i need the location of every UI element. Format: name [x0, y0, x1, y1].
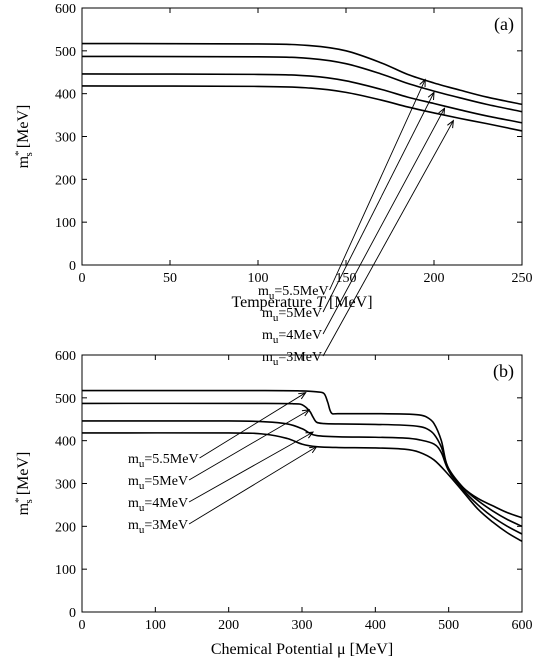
annotation-arrow	[322, 108, 444, 335]
panel-b-series-lines	[81, 389, 523, 543]
annotation-label: mu=4MeV	[262, 328, 322, 346]
y-tick-label: 100	[55, 216, 76, 231]
panel-b-label: (b)	[493, 361, 514, 382]
y-tick-label: 400	[55, 435, 76, 450]
annotation-label: mu=4MeV	[128, 496, 188, 514]
annotation-arrow	[188, 447, 317, 525]
y-tick-label: 200	[55, 520, 76, 535]
y-tick-label: 600	[55, 2, 76, 17]
y-tick-label: 200	[55, 173, 76, 188]
annotation-arrow	[199, 393, 306, 459]
y-tick-label: 300	[55, 131, 76, 146]
panel-a-y-axis-title: m*s [MeV]	[13, 105, 35, 169]
x-tick-label: 400	[365, 618, 386, 633]
y-tick-label: 500	[55, 392, 76, 407]
y-tick-label: 300	[55, 478, 76, 493]
series-line	[81, 55, 523, 113]
annotation-label: mu=3MeV	[128, 518, 188, 536]
panel-b-chemical-potential-chart: 0 100 200 300 400 500 600 0 100 200 300 400 500 600 m…	[13, 349, 533, 658]
x-tick-label: 0	[79, 618, 86, 633]
panel-a-x-axis-title: Temperature T [MeV]	[231, 294, 372, 311]
panel-a-annotations: mu=5.5MeV mu=5MeV mu=4MeV mu=3MeV	[258, 80, 453, 368]
panel-b-y-axis-title: m*s [MeV]	[13, 452, 35, 516]
x-tick-label: 500	[438, 618, 459, 633]
y-tick-label: 0	[69, 606, 76, 621]
panel-a-series-lines	[81, 42, 523, 132]
x-tick-label: 600	[512, 618, 533, 633]
annotation-arrow	[322, 92, 434, 313]
x-tick-label: 100	[145, 618, 166, 633]
x-tick-label: 100	[248, 271, 269, 286]
panel-a-plot-frame	[81, 7, 523, 266]
series-line	[81, 389, 523, 519]
annotation-arrow	[188, 410, 309, 481]
annotation-label: mu=5MeV	[262, 306, 322, 324]
y-tick-label: 0	[69, 259, 76, 274]
annotation-arrow	[188, 432, 313, 503]
x-tick-label: 300	[292, 618, 313, 633]
x-tick-label: 200	[218, 618, 239, 633]
panel-b-ticks: 0 100 200 300 400 500 600 0 100 200 300 400 500 600	[55, 349, 533, 633]
annotation-label: mu=5MeV	[128, 474, 188, 492]
series-line	[81, 85, 523, 132]
panel-b-annotations: mu=5.5MeV mu=5MeV mu=4MeV mu=3MeV	[128, 393, 317, 536]
series-line	[81, 73, 523, 124]
annotation-arrow	[322, 121, 453, 357]
x-tick-label: 0	[79, 271, 86, 286]
series-line	[81, 42, 523, 106]
panel-b-x-axis-title: Chemical Potential μ [MeV]	[211, 641, 393, 658]
annotation-arrow	[329, 80, 426, 291]
series-line	[81, 420, 523, 535]
annotation-label: mu=3MeV	[262, 350, 322, 368]
x-tick-label: 200	[424, 271, 445, 286]
y-tick-label: 400	[55, 88, 76, 103]
x-tick-label: 50	[163, 271, 177, 286]
panel-a-label: (a)	[494, 14, 514, 35]
annotation-label: mu=5.5MeV	[128, 452, 199, 470]
annotation-label: mu=5.5MeV	[258, 284, 329, 302]
y-tick-label: 600	[55, 349, 76, 364]
series-line	[81, 402, 523, 528]
y-tick-label: 100	[55, 563, 76, 578]
series-line	[81, 432, 523, 543]
x-tick-label: 250	[512, 271, 533, 286]
y-tick-label: 500	[55, 45, 76, 60]
